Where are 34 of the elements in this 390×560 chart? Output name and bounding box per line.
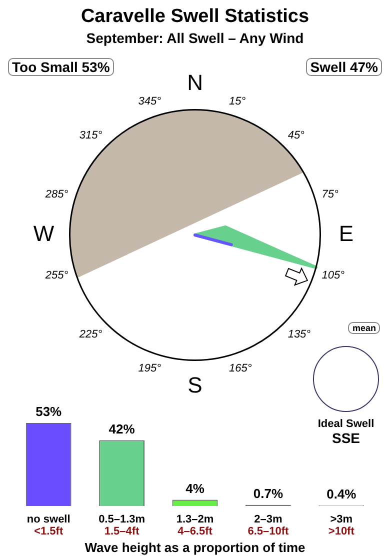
text: S [188, 372, 202, 398]
spoke-label: 75° [322, 188, 340, 200]
x-tick-label: 2–3m 6.5–10ft [248, 514, 290, 538]
data-label: 0.4% [326, 486, 357, 502]
spoke-label: 255° [44, 270, 69, 282]
data-label: 53% [36, 404, 62, 420]
x-tick-label: 1.3–2m 4–6.5ft [176, 514, 214, 538]
spoke-label: 285° [44, 188, 69, 200]
chart-title: Caravelle Swell Statistics [80, 5, 310, 28]
x-axis-title: Wave height as a proportion of time [84, 540, 306, 556]
spoke-label: 225° [78, 328, 103, 340]
spoke-label: 45° [288, 130, 306, 142]
text: E [338, 221, 354, 246]
spoke-label: 195° [138, 362, 162, 374]
spoke-label: 105° [322, 270, 346, 282]
x-tick-label: no swell <1.5ft [26, 514, 70, 538]
text: mean [348, 322, 380, 334]
text: N [187, 70, 203, 95]
data-label: 4% [186, 480, 205, 496]
data-label: 0.7% [253, 486, 284, 501]
annotation: SSE [330, 430, 361, 446]
data-label: 42% [108, 421, 136, 436]
text: Too Small 53% [8, 58, 114, 76]
annotation: Ideal Swell [316, 418, 376, 430]
spoke-label: 345° [138, 96, 162, 108]
chart-subtitle: September: All Swell – Any Wind [85, 30, 305, 46]
spoke-label: 315° [79, 130, 103, 142]
x-tick-label: 0.5–1.3m 1.5–4ft [98, 514, 146, 538]
spoke-label: 135° [288, 328, 312, 340]
text: W [33, 221, 54, 246]
x-tick-label: >3m >10ft [328, 514, 355, 538]
spoke-label: 165° [228, 362, 252, 374]
text: Swell 47% [306, 58, 382, 76]
spoke-label: 15° [228, 96, 246, 108]
